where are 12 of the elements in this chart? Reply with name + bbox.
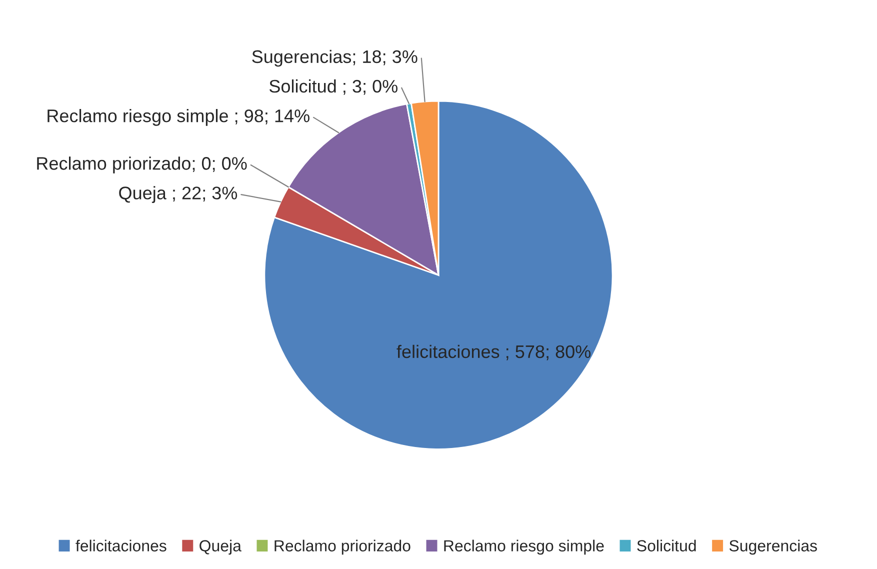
legend-label: Sugerencias (729, 540, 817, 555)
text: Reclamo priorizado; 0; 0% (37, 156, 247, 174)
data-label: Reclamo riesgo simple ; 98; 14% (48, 109, 310, 126)
legend-label: Solicitud (637, 540, 696, 552)
data-label: felicitaciones ; 578; 80% (396, 344, 591, 360)
data-label: Solicitud ; 3; 0% (269, 79, 398, 95)
data-label: Sugerencias; 18; 3% (252, 50, 418, 67)
legend-label: Reclamo priorizado (274, 540, 410, 555)
legend-label: felicitaciones (76, 540, 166, 552)
data-label: Queja ; 22; 3% (119, 186, 238, 203)
legend-label: Reclamo riesgo simple (444, 540, 604, 555)
legend-label: Queja (200, 540, 242, 555)
